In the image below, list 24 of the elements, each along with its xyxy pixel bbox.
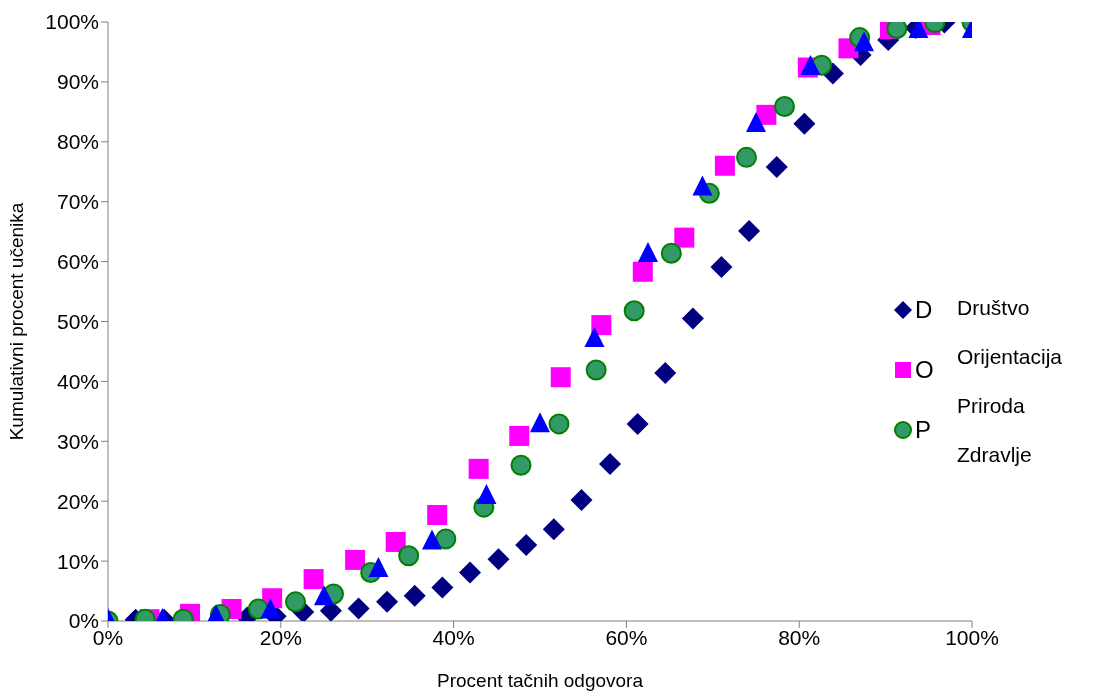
legend-label: D — [915, 296, 933, 324]
x-tick-label: 80% — [778, 625, 821, 649]
y-tick-label: 50% — [56, 309, 99, 333]
y-tick-label: 40% — [56, 369, 99, 393]
y-tick-label: 70% — [56, 190, 99, 214]
x-tick-label: 40% — [432, 625, 475, 649]
y-tick-label: 60% — [56, 250, 99, 274]
x-tick-label: 20% — [259, 625, 302, 649]
legend-label: P — [915, 416, 932, 444]
legend-label: O — [915, 356, 934, 384]
y-tick-label: 80% — [56, 130, 99, 154]
annotation: Društvo — [957, 295, 1031, 321]
y-tick-label: 10% — [56, 549, 99, 573]
annotation: Priroda — [957, 393, 1026, 419]
y-tick-label: 30% — [56, 429, 99, 453]
x-axis-title: Procent tačnih odgovora — [437, 670, 644, 691]
annotation: Orijentacija — [957, 344, 1063, 370]
x-tick-label: 60% — [605, 625, 648, 649]
annotation: Zdravlje — [957, 442, 1033, 468]
y-axis-title: Kumulativni procent učenika — [5, 202, 27, 441]
y-tick-label: 20% — [56, 489, 99, 513]
y-tick-label: 90% — [56, 70, 99, 94]
x-tick-label: 100% — [945, 625, 999, 649]
y-tick-label: 100% — [45, 10, 99, 34]
